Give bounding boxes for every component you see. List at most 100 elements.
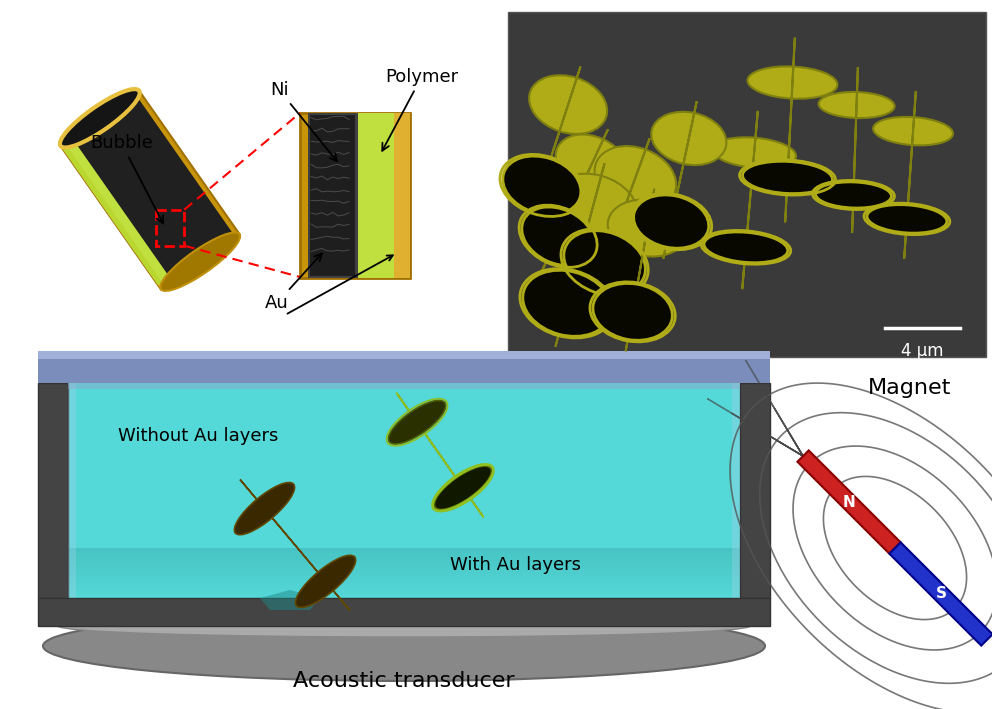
Bar (68, 559, 740, 560)
Bar (68, 572, 740, 573)
Bar (68, 594, 740, 595)
Polygon shape (244, 484, 313, 566)
Ellipse shape (388, 401, 445, 444)
Bar (68, 586, 740, 587)
Bar (68, 582, 740, 583)
Bar (68, 563, 740, 564)
Ellipse shape (652, 112, 726, 165)
Bar (38, 598, 770, 626)
Ellipse shape (549, 174, 637, 240)
Text: Polymer: Polymer (382, 68, 458, 151)
Bar (68, 383, 740, 598)
Text: Au: Au (265, 254, 321, 312)
Ellipse shape (748, 67, 837, 99)
Polygon shape (664, 101, 696, 259)
Bar (508, 12, 986, 357)
Bar (68, 548, 740, 549)
Bar (68, 567, 740, 568)
Polygon shape (626, 189, 655, 351)
Bar (68, 575, 740, 576)
Ellipse shape (743, 161, 832, 194)
Bar (68, 595, 740, 596)
Polygon shape (240, 479, 350, 610)
Bar (68, 383, 740, 389)
Ellipse shape (529, 75, 607, 134)
Ellipse shape (523, 270, 611, 336)
Polygon shape (746, 140, 755, 241)
Bar (68, 550, 740, 551)
Bar (68, 583, 740, 584)
Bar (68, 562, 740, 563)
Polygon shape (852, 67, 858, 233)
Bar (68, 588, 740, 589)
Bar (38, 383, 68, 598)
Bar (68, 554, 740, 555)
Bar (68, 573, 740, 574)
Bar (68, 597, 740, 598)
Polygon shape (673, 128, 691, 216)
Text: N: N (842, 495, 855, 510)
Polygon shape (785, 38, 795, 223)
Bar (68, 589, 740, 590)
Polygon shape (66, 140, 171, 284)
Polygon shape (61, 135, 176, 289)
Bar (68, 553, 740, 554)
Bar (68, 578, 740, 579)
Ellipse shape (867, 205, 946, 233)
Ellipse shape (815, 182, 892, 208)
Bar (68, 561, 740, 562)
Ellipse shape (594, 146, 677, 209)
Bar (68, 593, 740, 594)
Polygon shape (556, 163, 604, 347)
Ellipse shape (563, 230, 646, 294)
Bar (68, 551, 740, 552)
Bar (68, 580, 740, 581)
Text: S: S (935, 586, 946, 601)
Polygon shape (904, 91, 916, 259)
Polygon shape (798, 450, 901, 554)
Polygon shape (530, 67, 580, 223)
Ellipse shape (434, 466, 492, 510)
Ellipse shape (608, 200, 687, 257)
Bar (392, 113, 410, 278)
Ellipse shape (522, 207, 594, 266)
Polygon shape (544, 93, 571, 179)
Bar (68, 570, 740, 571)
Ellipse shape (234, 483, 295, 535)
Polygon shape (788, 69, 794, 171)
Ellipse shape (634, 195, 708, 248)
Bar (68, 585, 740, 586)
Bar (38, 351, 770, 383)
Polygon shape (63, 147, 162, 285)
Bar (68, 560, 740, 561)
Bar (310, 115, 355, 276)
Text: Ni: Ni (270, 81, 337, 161)
Ellipse shape (556, 135, 628, 193)
Text: Without Au layers: Without Au layers (118, 427, 279, 445)
Ellipse shape (296, 555, 356, 608)
Bar (68, 581, 740, 582)
Bar (68, 564, 740, 565)
Ellipse shape (58, 615, 750, 637)
Ellipse shape (712, 138, 796, 168)
Bar (68, 574, 740, 575)
Bar (68, 579, 740, 580)
Text: Magnet: Magnet (868, 378, 951, 398)
Ellipse shape (593, 284, 673, 340)
Bar (68, 568, 740, 569)
Bar (68, 577, 740, 578)
Text: 4 μm: 4 μm (902, 342, 943, 360)
Text: Bubble: Bubble (90, 134, 163, 223)
Polygon shape (69, 98, 232, 281)
Polygon shape (854, 94, 857, 189)
Polygon shape (400, 397, 452, 473)
Bar (68, 584, 740, 585)
Bar (68, 552, 740, 553)
Polygon shape (560, 153, 597, 231)
Polygon shape (890, 542, 992, 646)
Polygon shape (542, 129, 608, 271)
Bar (300, 113, 410, 278)
Polygon shape (908, 119, 914, 213)
Ellipse shape (161, 233, 240, 291)
Polygon shape (634, 216, 650, 306)
